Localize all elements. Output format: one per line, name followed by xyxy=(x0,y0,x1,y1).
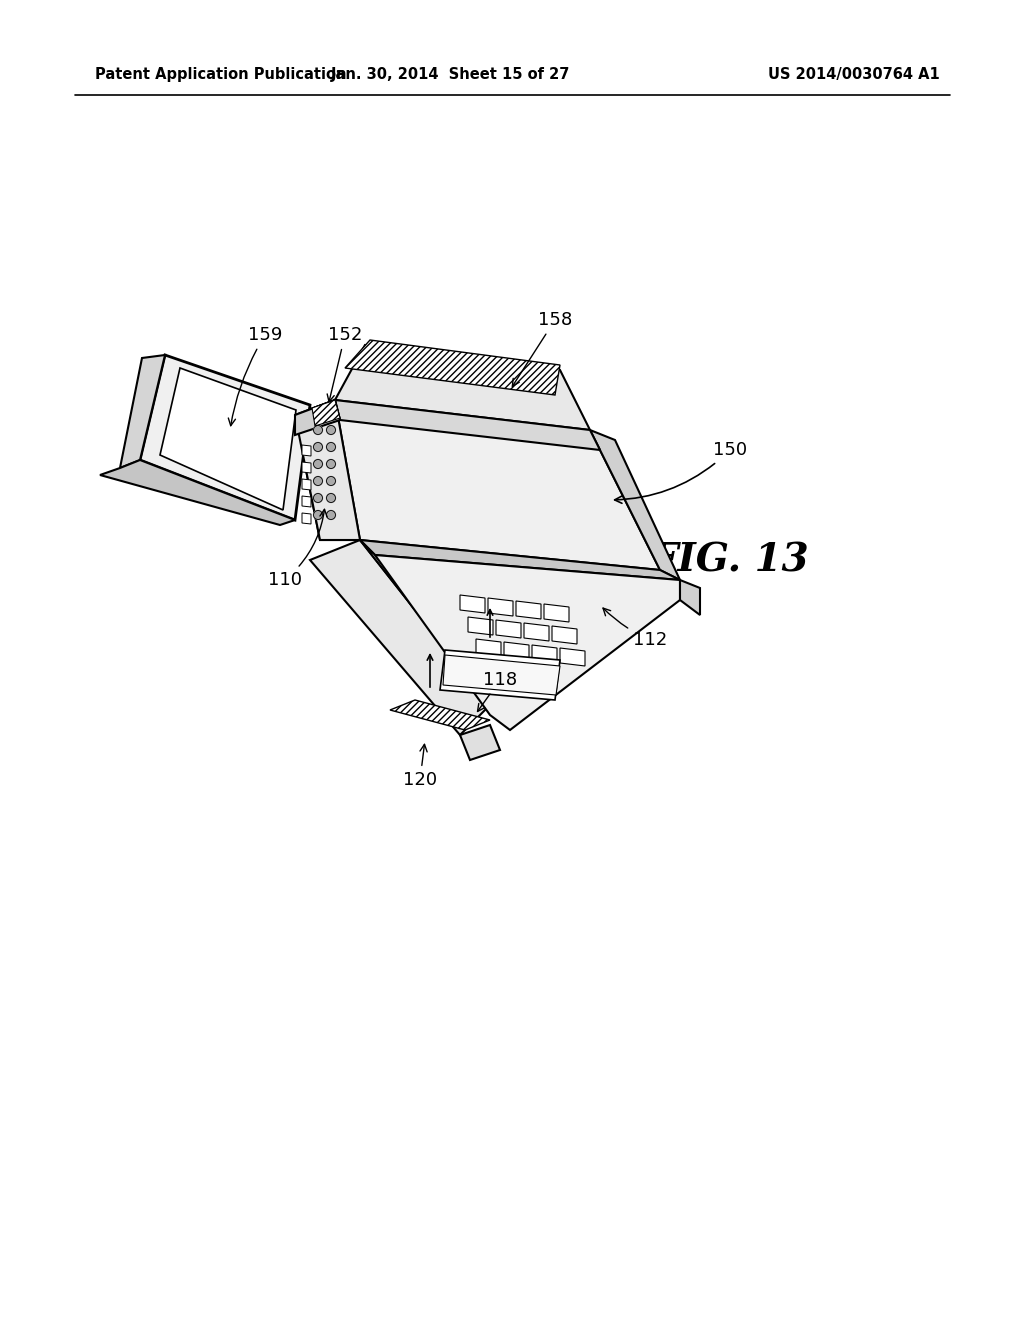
Polygon shape xyxy=(390,700,490,730)
Polygon shape xyxy=(120,355,165,469)
Polygon shape xyxy=(375,554,680,730)
Text: Jan. 30, 2014  Sheet 15 of 27: Jan. 30, 2014 Sheet 15 of 27 xyxy=(331,67,569,82)
Polygon shape xyxy=(302,445,311,455)
Text: 158: 158 xyxy=(512,312,572,387)
Polygon shape xyxy=(160,368,296,510)
Text: 150: 150 xyxy=(614,441,748,503)
Circle shape xyxy=(327,511,336,520)
Polygon shape xyxy=(295,400,340,436)
Polygon shape xyxy=(532,645,557,663)
Polygon shape xyxy=(516,601,541,619)
Polygon shape xyxy=(335,400,660,570)
Polygon shape xyxy=(476,639,501,657)
Text: Patent Application Publication: Patent Application Publication xyxy=(95,67,346,82)
Circle shape xyxy=(313,425,323,434)
Polygon shape xyxy=(460,725,500,760)
Text: 152: 152 xyxy=(328,326,362,401)
Polygon shape xyxy=(488,598,513,616)
Text: 110: 110 xyxy=(268,510,327,589)
Polygon shape xyxy=(302,513,311,524)
Polygon shape xyxy=(310,540,490,735)
Polygon shape xyxy=(360,540,680,579)
Polygon shape xyxy=(312,400,340,426)
Polygon shape xyxy=(524,623,549,642)
Polygon shape xyxy=(560,648,585,667)
Circle shape xyxy=(327,477,336,486)
Polygon shape xyxy=(590,430,680,579)
Polygon shape xyxy=(302,479,311,490)
Polygon shape xyxy=(468,616,493,635)
Circle shape xyxy=(313,459,323,469)
Circle shape xyxy=(327,442,336,451)
Polygon shape xyxy=(504,642,529,660)
Polygon shape xyxy=(460,595,485,612)
Polygon shape xyxy=(140,355,310,520)
Text: 159: 159 xyxy=(228,326,283,426)
Circle shape xyxy=(313,511,323,520)
Text: FIG. 13: FIG. 13 xyxy=(650,541,809,579)
Circle shape xyxy=(313,442,323,451)
Polygon shape xyxy=(295,400,360,540)
Polygon shape xyxy=(544,605,569,622)
Text: 118: 118 xyxy=(477,671,517,711)
Text: US 2014/0030764 A1: US 2014/0030764 A1 xyxy=(768,67,940,82)
Circle shape xyxy=(313,477,323,486)
Polygon shape xyxy=(345,341,560,395)
Polygon shape xyxy=(295,400,360,540)
Polygon shape xyxy=(680,579,700,615)
Circle shape xyxy=(327,425,336,434)
Polygon shape xyxy=(302,496,311,507)
Polygon shape xyxy=(552,626,577,644)
Circle shape xyxy=(327,459,336,469)
Polygon shape xyxy=(335,400,600,450)
Polygon shape xyxy=(360,540,510,719)
Polygon shape xyxy=(335,345,590,430)
Polygon shape xyxy=(440,649,560,700)
Text: 112: 112 xyxy=(603,609,667,649)
Circle shape xyxy=(327,494,336,503)
Text: 120: 120 xyxy=(402,744,437,789)
Polygon shape xyxy=(496,620,521,638)
Circle shape xyxy=(313,494,323,503)
Polygon shape xyxy=(302,462,311,473)
Polygon shape xyxy=(443,655,560,696)
Polygon shape xyxy=(100,459,295,525)
